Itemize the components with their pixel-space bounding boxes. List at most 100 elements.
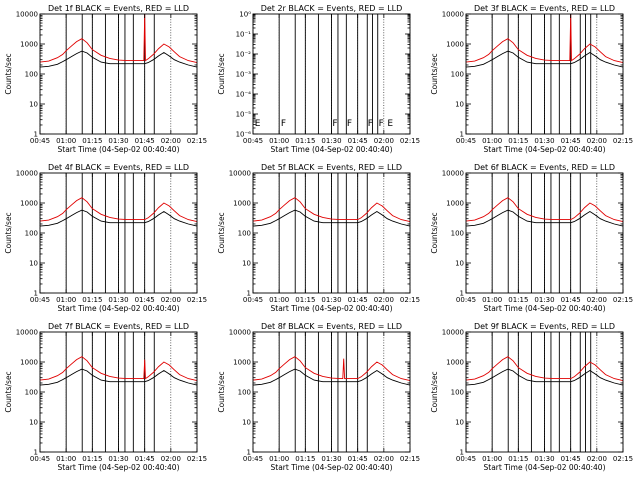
y-tick-label: 1 xyxy=(460,290,464,298)
chart-panel-4: 00:45 01:00 01:15 01:30 01:45 02:00 02:15 1 10 10… xyxy=(4,163,207,313)
x-tick-label: 01:45 xyxy=(135,455,155,463)
x-tick-label: 00:45 xyxy=(30,296,50,304)
x-tick-label: 01:30 xyxy=(534,455,554,463)
x-tick-label: 02:15 xyxy=(187,296,207,304)
x-axis-label: Start Time (04-Sep-02 00:40:40) xyxy=(271,145,393,154)
lld-series-line xyxy=(39,197,198,223)
x-tick-label: 01:45 xyxy=(348,137,368,145)
y-axis-label: Counts/sec xyxy=(4,212,13,253)
chart-panel-9: 00:45 01:00 01:15 01:30 01:45 02:00 02:15 1 10 10… xyxy=(430,322,633,472)
chart-title: Det 3f BLACK = Events, RED = LLD xyxy=(474,4,615,13)
x-tick-label: 02:00 xyxy=(161,296,181,304)
x-tick-label: 02:15 xyxy=(400,137,420,145)
x-tick-label: 02:15 xyxy=(400,455,420,463)
y-tick-label: 1 xyxy=(34,131,38,139)
chart-title: Det 5f BLACK = Events, RED = LLD xyxy=(261,163,402,172)
x-tick-label: 01:30 xyxy=(108,137,128,145)
y-tick-label: 100 xyxy=(238,389,251,397)
chart-title: Det 4f BLACK = Events, RED = LLD xyxy=(48,163,189,172)
chart-panel-5: 00:45 01:00 01:15 01:30 01:45 02:00 02:15 1 10 10… xyxy=(217,163,420,313)
y-tick-label: 10⁰ xyxy=(239,11,251,19)
chart-panel-2: 00:45 01:00 01:15 01:30 01:45 02:00 02:15 10⁻⁶ 1… xyxy=(217,4,420,154)
x-tick-label: 02:00 xyxy=(161,455,181,463)
y-tick-label: 100 xyxy=(25,230,38,238)
x-tick-label: 02:15 xyxy=(613,137,633,145)
events-series-line xyxy=(465,368,624,386)
x-tick-label: 00:45 xyxy=(456,137,476,145)
y-tick-label: 1 xyxy=(34,290,38,298)
lld-series-line xyxy=(39,356,198,382)
flag-label: E xyxy=(255,119,261,129)
y-tick-label: 10 xyxy=(29,419,38,427)
y-tick-label: 1000 xyxy=(233,359,251,367)
x-tick-label: 01:15 xyxy=(508,296,528,304)
y-tick-label: 1000 xyxy=(20,200,38,208)
chart-title: Det 6f BLACK = Events, RED = LLD xyxy=(474,163,615,172)
y-tick-label: 10000 xyxy=(16,170,38,178)
y-axis-label: Counts/sec xyxy=(430,371,439,412)
y-tick-label: 100 xyxy=(451,71,464,79)
x-tick-label: 02:00 xyxy=(374,455,394,463)
x-tick-label: 01:45 xyxy=(561,137,581,145)
chart-panel-6: 00:45 01:00 01:15 01:30 01:45 02:00 02:15 1 10 10… xyxy=(430,163,633,313)
y-tick-label: 10000 xyxy=(442,11,464,19)
lld-series-line xyxy=(252,197,411,223)
y-axis-label: Counts/sec xyxy=(4,371,13,412)
x-tick-label: 02:15 xyxy=(187,137,207,145)
x-tick-label: 01:15 xyxy=(82,296,102,304)
y-tick-label: 10 xyxy=(455,419,464,427)
x-axis-label: Start Time (04-Sep-02 00:40:40) xyxy=(271,463,393,472)
y-axis-label: Counts/sec xyxy=(4,53,13,94)
y-tick-label: 1000 xyxy=(446,41,464,49)
x-tick-label: 01:45 xyxy=(561,296,581,304)
x-tick-label: 01:00 xyxy=(56,137,76,145)
y-tick-label: 1 xyxy=(460,449,464,457)
flag-label: F xyxy=(281,119,286,129)
y-tick-label: 1000 xyxy=(20,41,38,49)
y-tick-label: 10000 xyxy=(442,329,464,337)
y-tick-label: 1 xyxy=(34,449,38,457)
y-tick-label: 1 xyxy=(247,290,251,298)
chart-panel-1: 00:45 01:00 01:15 01:30 01:45 02:00 02:15 1 10 10… xyxy=(4,4,207,154)
y-tick-label: 1000 xyxy=(20,359,38,367)
x-tick-label: 02:00 xyxy=(374,137,394,145)
x-tick-label: 00:45 xyxy=(243,455,263,463)
events-series-line xyxy=(465,209,624,227)
y-tick-label: 10000 xyxy=(229,170,251,178)
x-tick-label: 01:45 xyxy=(135,137,155,145)
y-axis-label: Counts/sec xyxy=(217,53,226,94)
flag-label: F xyxy=(332,119,337,129)
x-tick-label: 01:00 xyxy=(269,296,289,304)
x-tick-label: 00:45 xyxy=(30,455,50,463)
x-tick-label: 01:15 xyxy=(82,137,102,145)
events-series-line xyxy=(39,50,198,68)
x-tick-label: 02:00 xyxy=(161,137,181,145)
events-series-line xyxy=(39,209,198,227)
y-axis-label: Counts/sec xyxy=(430,212,439,253)
x-tick-label: 01:30 xyxy=(534,296,554,304)
events-series-line xyxy=(39,368,198,386)
x-tick-label: 01:45 xyxy=(561,455,581,463)
x-axis-label: Start Time (04-Sep-02 00:40:40) xyxy=(484,145,606,154)
flag-label: F xyxy=(347,119,352,129)
x-axis-label: Start Time (04-Sep-02 00:40:40) xyxy=(58,304,180,313)
x-tick-label: 00:45 xyxy=(243,296,263,304)
y-tick-label: 10000 xyxy=(16,11,38,19)
x-tick-label: 01:30 xyxy=(534,137,554,145)
x-axis-label: Start Time (04-Sep-02 00:40:40) xyxy=(58,145,180,154)
y-tick-label: 1000 xyxy=(233,200,251,208)
y-tick-label: 10 xyxy=(455,101,464,109)
y-tick-label: 10⁻¹ xyxy=(236,31,252,39)
y-tick-label: 100 xyxy=(451,389,464,397)
x-tick-label: 01:15 xyxy=(508,137,528,145)
x-tick-label: 01:15 xyxy=(508,455,528,463)
x-tick-label: 02:15 xyxy=(400,296,420,304)
x-tick-label: 01:00 xyxy=(482,455,502,463)
y-tick-label: 10 xyxy=(455,260,464,268)
x-tick-label: 01:00 xyxy=(269,137,289,145)
flag-label: E xyxy=(387,119,393,129)
x-tick-label: 01:45 xyxy=(348,455,368,463)
chart-title: Det 7f BLACK = Events, RED = LLD xyxy=(48,322,189,331)
x-tick-label: 02:00 xyxy=(587,296,607,304)
